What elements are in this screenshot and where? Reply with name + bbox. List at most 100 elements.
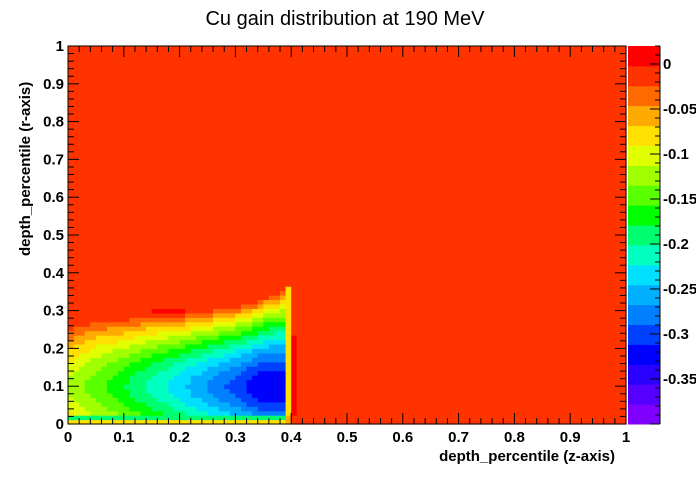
heatmap-cell xyxy=(268,272,276,278)
heatmap-cell xyxy=(79,228,86,234)
heatmap-cell xyxy=(285,228,292,234)
heatmap-cell xyxy=(369,237,376,243)
heatmap-cell xyxy=(157,59,164,65)
heatmap-cell xyxy=(280,326,287,332)
heatmap-cell xyxy=(179,188,186,194)
heatmap-cell xyxy=(341,401,348,407)
heatmap-cell xyxy=(162,206,170,212)
heatmap-cell xyxy=(324,197,331,203)
heatmap-cell xyxy=(218,94,225,100)
heatmap-cell xyxy=(68,397,75,403)
heatmap-cell xyxy=(369,232,376,238)
heatmap-cell xyxy=(157,143,164,149)
heatmap-cell xyxy=(79,210,86,216)
heatmap-cell xyxy=(73,343,80,349)
heatmap-cell xyxy=(196,174,203,181)
heatmap-cell xyxy=(374,241,382,247)
heatmap-cell xyxy=(235,152,242,158)
heatmap-cell xyxy=(118,321,125,327)
heatmap-cell xyxy=(386,303,393,309)
heatmap-cell xyxy=(79,290,86,296)
heatmap-cell xyxy=(179,166,186,172)
heatmap-cell xyxy=(369,401,376,407)
heatmap-cell xyxy=(84,214,91,221)
heatmap-cell xyxy=(123,348,130,354)
heatmap-cell xyxy=(313,81,320,87)
heatmap-cell xyxy=(213,299,220,305)
heatmap-cell xyxy=(185,388,192,394)
heatmap-cell xyxy=(263,250,270,256)
heatmap-cell xyxy=(235,112,242,118)
heatmap-cell xyxy=(252,99,259,105)
heatmap-cell xyxy=(207,317,214,323)
heatmap-cell xyxy=(347,130,354,136)
heatmap-cell xyxy=(123,117,130,123)
heatmap-cell xyxy=(252,86,259,92)
heatmap-cell xyxy=(252,183,259,189)
heatmap-cell xyxy=(257,343,264,349)
heatmap-cell xyxy=(307,54,315,60)
heatmap-cell xyxy=(280,335,287,341)
heatmap-cell xyxy=(319,312,326,318)
heatmap-cell xyxy=(168,241,175,247)
heatmap-cell xyxy=(341,219,348,225)
heatmap-cell xyxy=(229,112,236,118)
heatmap-cell xyxy=(330,232,337,238)
heatmap-cell xyxy=(174,108,181,114)
heatmap-cell xyxy=(79,99,86,105)
heatmap-cell xyxy=(162,86,170,92)
heatmap-cell xyxy=(240,379,248,385)
heatmap-cell xyxy=(196,139,203,145)
heatmap-cell xyxy=(341,392,348,398)
heatmap-cell xyxy=(335,303,343,309)
heatmap-cell xyxy=(68,63,75,69)
heatmap-cell xyxy=(207,321,214,327)
heatmap-cell xyxy=(179,268,186,274)
heatmap-cell xyxy=(240,126,248,132)
heatmap-cell xyxy=(129,130,136,136)
heatmap-cell xyxy=(268,157,276,163)
heatmap-cell xyxy=(84,366,91,372)
heatmap-cell xyxy=(391,152,398,158)
heatmap-cell xyxy=(224,321,231,327)
heatmap-cell xyxy=(90,192,97,198)
heatmap-cell xyxy=(374,86,382,92)
heatmap-cell xyxy=(79,50,86,56)
heatmap-cell xyxy=(101,335,108,341)
heatmap-cell xyxy=(280,81,287,87)
heatmap-cell xyxy=(68,348,75,354)
heatmap-cell xyxy=(352,46,359,52)
heatmap-cell xyxy=(95,94,103,100)
heatmap-cell xyxy=(352,339,359,345)
heatmap-cell xyxy=(90,317,97,323)
heatmap-cell xyxy=(363,375,370,381)
heatmap-cell xyxy=(162,152,170,158)
heatmap-cell xyxy=(285,321,292,327)
heatmap-cell xyxy=(151,268,158,274)
heatmap-cell xyxy=(386,112,393,118)
heatmap-cell xyxy=(386,339,393,345)
heatmap-cell xyxy=(151,406,158,412)
heatmap-cell xyxy=(257,379,264,385)
heatmap-cell xyxy=(296,299,303,305)
heatmap-cell xyxy=(330,77,337,83)
heatmap-cell xyxy=(213,50,220,56)
heatmap-cell xyxy=(129,312,136,318)
heatmap-cell xyxy=(330,183,337,189)
heatmap-cell xyxy=(101,397,108,403)
heatmap-cell xyxy=(380,103,387,109)
heatmap-cell xyxy=(201,419,209,425)
heatmap-cell xyxy=(134,321,142,327)
heatmap-cell xyxy=(140,410,147,416)
heatmap-cell xyxy=(330,46,337,52)
heatmap-cell xyxy=(240,214,248,221)
heatmap-cell xyxy=(341,201,348,207)
heatmap-cell xyxy=(79,219,86,225)
heatmap-cell xyxy=(369,161,376,167)
heatmap-cell xyxy=(129,397,136,403)
heatmap-cell xyxy=(257,121,264,127)
heatmap-cell xyxy=(274,130,281,136)
heatmap-cell xyxy=(352,134,359,140)
heatmap-cell xyxy=(319,54,326,60)
heatmap-cell xyxy=(291,375,298,381)
